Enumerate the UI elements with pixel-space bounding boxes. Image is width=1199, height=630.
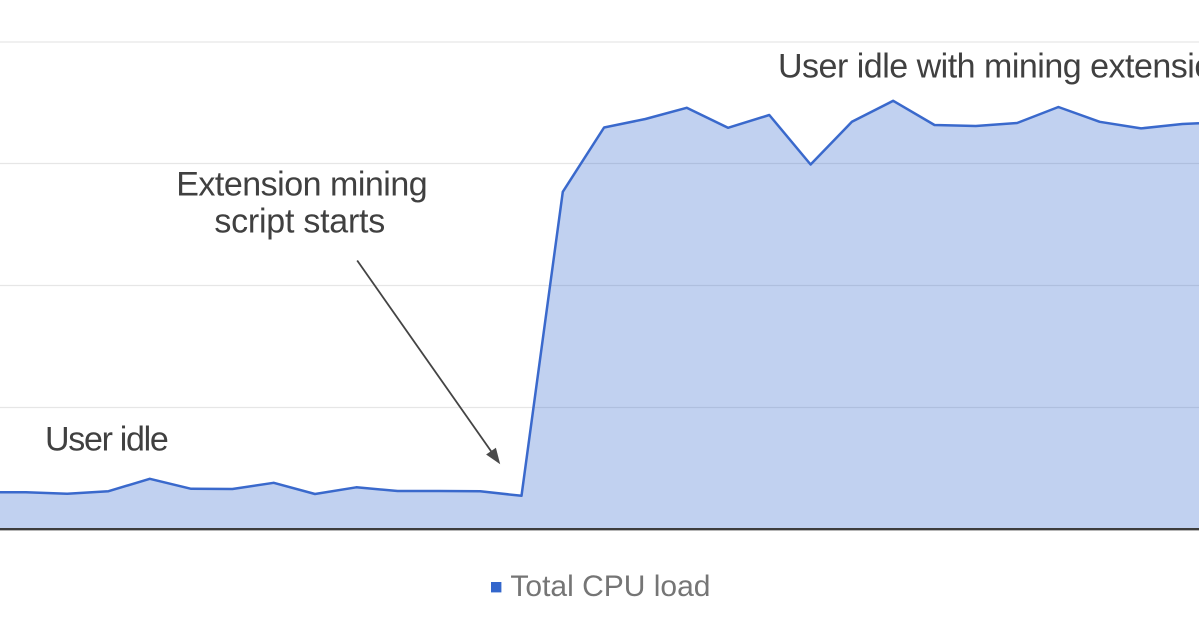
svg-text:Extension mining: Extension mining <box>176 166 427 204</box>
svg-text:script starts: script starts <box>214 202 385 240</box>
svg-text:User idle: User idle <box>45 420 168 458</box>
svg-text:User idle with mining extensio: User idle with mining extension <box>778 48 1199 86</box>
svg-text:Total CPU load: Total CPU load <box>510 570 710 603</box>
